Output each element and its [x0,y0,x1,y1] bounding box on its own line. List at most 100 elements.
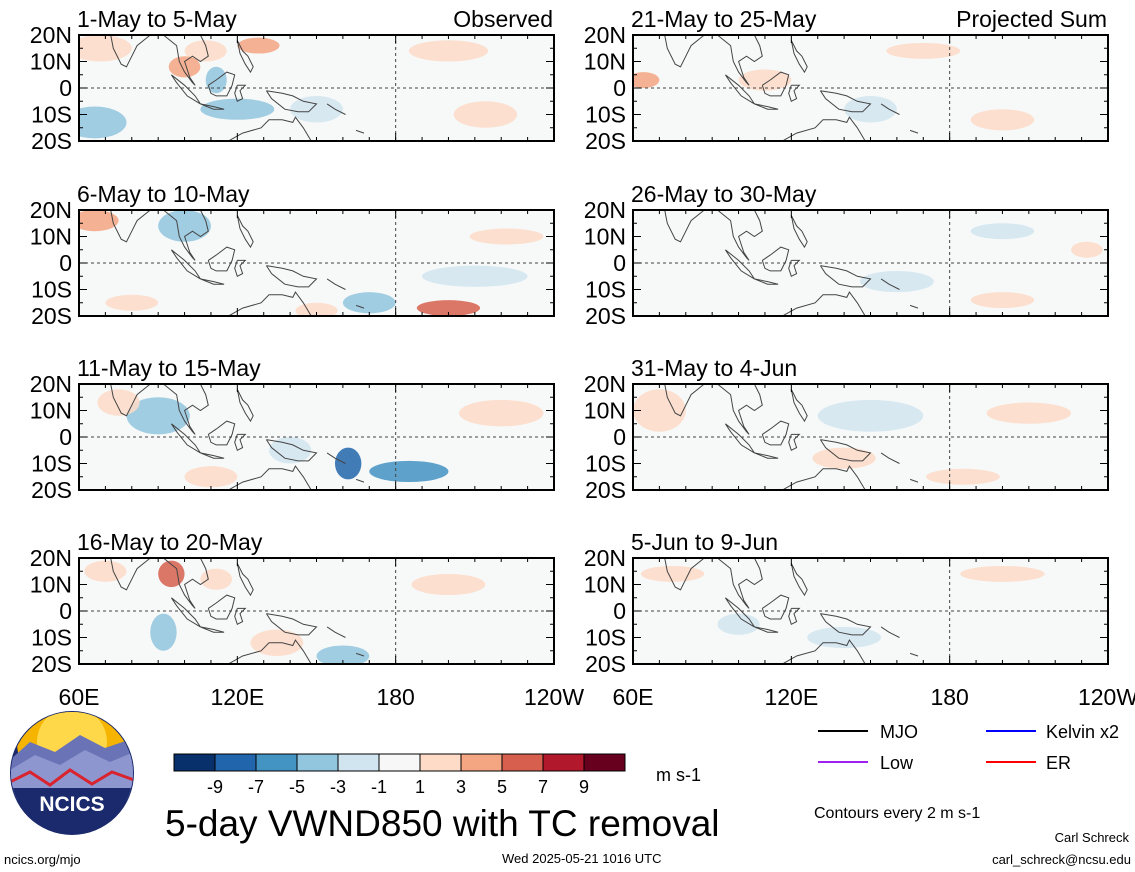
anomaly-blob [184,466,238,488]
anomaly-blob [237,37,280,54]
coast-java [754,452,779,459]
colorbar-swatch [214,753,257,772]
colorbar-swatch [173,753,216,772]
coast-indochina [163,210,209,261]
coast-java [754,103,779,110]
y-tick-label: 0 [613,250,626,276]
anomaly-blob [342,292,396,314]
anomaly-blob [369,460,449,483]
anomaly-blob [812,447,876,469]
anomaly-blob [158,560,185,588]
y-tick-label: 20N [584,197,626,223]
coast-india [664,35,705,68]
colorbar-swatch [378,753,421,772]
anomaly-blob [469,228,544,245]
coast-sulawesi [788,259,801,278]
colorbar-swatch [296,753,339,772]
panel-tag: Projected Sum [956,6,1107,32]
anomaly-field [633,389,1072,485]
anomaly-blob [79,35,132,62]
coast-vanuatu [909,652,919,657]
y-tick-label: 0 [59,424,72,450]
anomaly-blob [126,397,190,435]
anomaly-blob [925,468,1000,485]
anomaly-blob [79,210,119,232]
anomaly-blob [453,101,518,128]
anomaly-blob [97,389,140,416]
legend-mjo-label: MJO [880,722,918,742]
anomaly-blob [886,42,961,59]
coastlines [664,384,919,490]
y-tick-label: 10N [30,572,72,598]
anomaly-blob [970,109,1035,131]
colorbar-label: 1 [415,777,425,797]
x-tick-label: 120W [524,684,584,710]
coast-philippines [236,215,254,249]
coast-indochina [163,35,209,86]
coast-borneo [207,246,236,272]
y-tick-label: 20S [31,477,72,503]
coast-sulawesi [788,84,801,103]
coast-philippines [236,389,254,423]
coast-solomon [880,278,900,290]
legend: MJO Kelvin x2 Low ER Contours every 2 m … [814,722,1119,822]
coast-vanuatu [355,478,365,483]
coast-borneo [207,594,236,620]
coast-sulawesi [788,433,801,452]
colorbar-label: -1 [371,777,387,797]
colorbar-swatch [337,753,380,772]
anomaly-blob [633,389,686,432]
anomaly-blob [105,294,159,311]
coast-java [754,278,779,285]
x-axis-labels: 60E 120E 180 120W 60E 120E 180 120W [59,684,1135,710]
y-tick-label: 20N [584,371,626,397]
colorbar-swatch [583,753,626,772]
y-tick-label: 20S [585,303,626,329]
anomaly-blob [334,447,362,480]
x-tick-label: 60E [59,684,100,710]
y-tick-label: 0 [59,598,72,624]
coast-borneo [207,420,236,446]
anomaly-blob [316,645,370,664]
anomaly-blob [79,106,127,139]
y-tick-label: 20S [585,651,626,677]
coast-newguinea [819,439,872,462]
anomaly-blob [459,399,544,427]
colorbar-swatch [255,753,298,772]
coast-philippines [790,40,808,74]
y-tick-label: 20S [31,651,72,677]
coastlines [664,210,919,316]
anomaly-field [859,223,1103,309]
coast-borneo [761,420,790,446]
coast-borneo [207,71,236,97]
footer-author: Carl Schreck [1055,830,1130,845]
coast-india [110,35,151,68]
anomaly-field [97,389,544,488]
coast-philippines [790,563,808,597]
y-tick-label: 20N [30,197,72,223]
coast-australia [781,465,866,490]
coast-sulawesi [788,607,801,626]
coast-java [754,626,779,633]
coast-newguinea [265,90,318,113]
y-tick-label: 10N [30,398,72,424]
coast-india [664,384,705,417]
panel-title: 31-May to 4-Jun [631,355,797,381]
coast-solomon [326,626,346,638]
coast-philippines [236,563,254,597]
colorbar-label: -7 [248,777,264,797]
colorbar-label: -5 [289,777,305,797]
anomaly-field [633,42,1035,131]
coast-australia [781,291,866,316]
coast-australia [781,116,866,141]
y-tick-label: 10S [31,451,72,477]
coast-solomon [880,626,900,638]
coast-java [200,103,225,110]
anomaly-blob [295,302,338,316]
